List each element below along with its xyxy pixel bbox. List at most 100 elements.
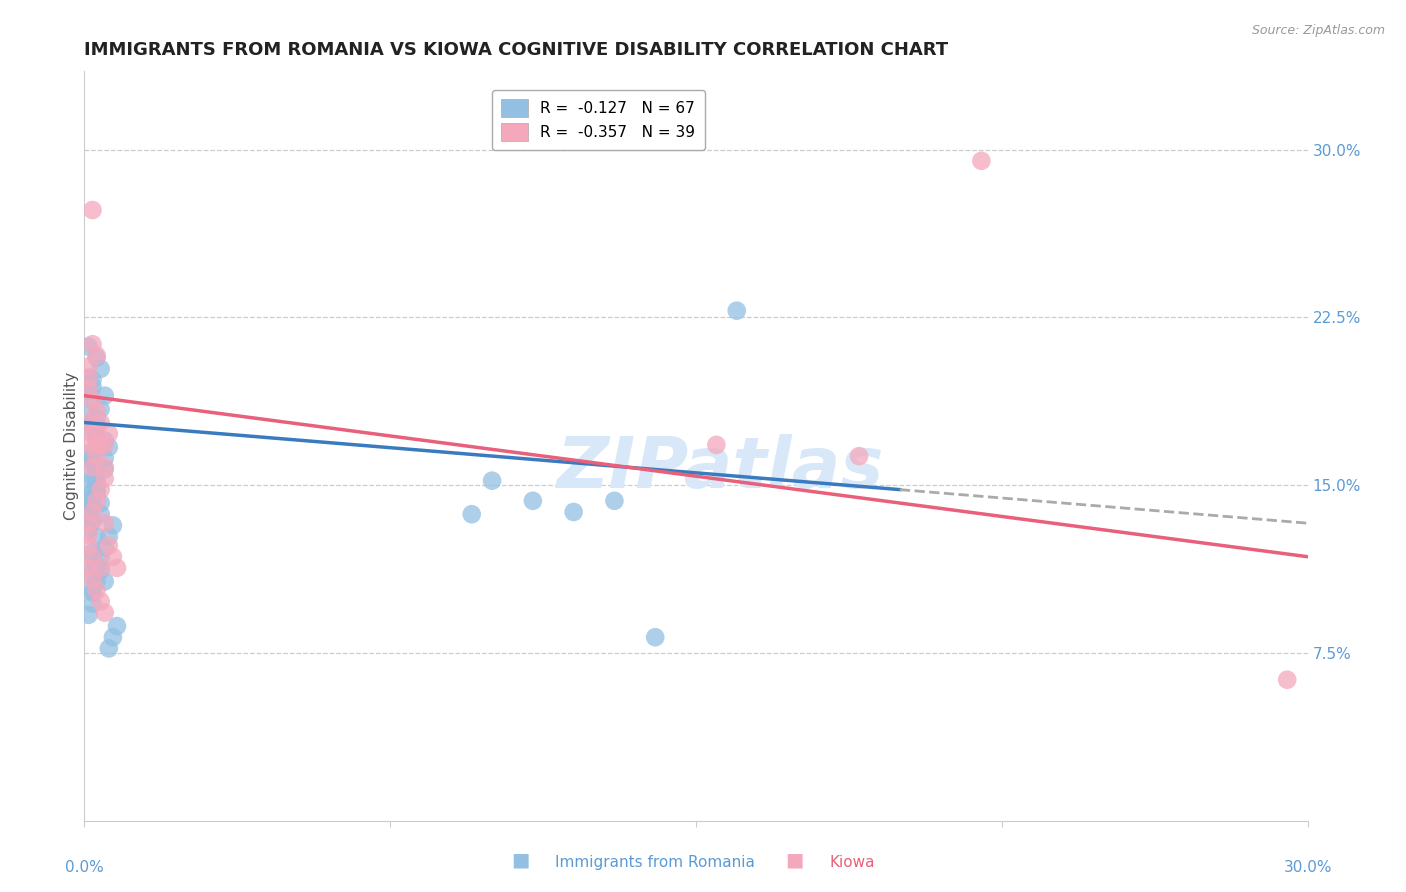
Point	[77, 371, 100, 385]
Point	[86, 474, 108, 488]
Point	[77, 561, 100, 575]
Point	[77, 539, 100, 553]
Legend: R =  -0.127   N = 67, R =  -0.357   N = 39: R = -0.127 N = 67, R = -0.357 N = 39	[492, 90, 704, 150]
Text: IMMIGRANTS FROM ROMANIA VS KIOWA COGNITIVE DISABILITY CORRELATION CHART: IMMIGRANTS FROM ROMANIA VS KIOWA COGNITI…	[84, 41, 949, 59]
Point	[82, 597, 104, 611]
Point	[101, 549, 124, 564]
Point	[848, 449, 870, 463]
Point	[461, 507, 484, 521]
Text: ■: ■	[510, 851, 530, 870]
Point	[97, 426, 120, 441]
Point	[77, 523, 100, 537]
Point	[90, 440, 112, 454]
Point	[90, 507, 112, 521]
Point	[77, 507, 100, 521]
Point	[86, 438, 108, 452]
Point	[86, 348, 108, 362]
Point	[86, 478, 108, 492]
Point	[93, 460, 115, 475]
Point	[86, 351, 108, 365]
Text: ZIPatlas: ZIPatlas	[557, 434, 884, 503]
Point	[77, 407, 100, 421]
Point	[86, 417, 108, 432]
Point	[101, 518, 124, 533]
Point	[90, 483, 112, 497]
Point	[77, 384, 100, 399]
Point	[1277, 673, 1299, 687]
Point	[77, 500, 100, 515]
Point	[603, 493, 626, 508]
Point	[86, 558, 108, 573]
Point	[77, 371, 100, 385]
Point	[82, 552, 104, 566]
Point	[82, 572, 104, 586]
Point	[93, 574, 115, 589]
Point	[90, 402, 112, 417]
Point	[86, 484, 108, 499]
Point	[86, 429, 108, 443]
Point	[97, 641, 120, 656]
Point	[481, 474, 503, 488]
Point	[105, 619, 128, 633]
Point	[86, 411, 108, 425]
Point	[86, 404, 108, 418]
Point	[522, 493, 544, 508]
Point	[82, 416, 104, 430]
Text: Immigrants from Romania: Immigrants from Romania	[555, 855, 755, 870]
Point	[77, 382, 100, 396]
Point	[77, 527, 100, 541]
Point	[97, 530, 120, 544]
Point	[90, 561, 112, 575]
Point	[77, 339, 100, 353]
Point	[77, 447, 100, 461]
Point	[86, 422, 108, 436]
Point	[644, 630, 666, 644]
Point	[77, 451, 100, 466]
Point	[82, 484, 104, 499]
Point	[86, 530, 108, 544]
Point	[105, 561, 128, 575]
Text: 30.0%: 30.0%	[1284, 860, 1331, 874]
Point	[101, 630, 124, 644]
Point	[90, 563, 112, 577]
Point	[93, 462, 115, 476]
Point	[77, 607, 100, 622]
Point	[93, 516, 115, 531]
Point	[82, 456, 104, 470]
Point	[86, 438, 108, 452]
Point	[93, 438, 115, 452]
Point	[77, 359, 100, 374]
Point	[93, 541, 115, 555]
Point	[82, 505, 104, 519]
Point	[82, 425, 104, 439]
Point	[90, 496, 112, 510]
Point	[562, 505, 585, 519]
Point	[77, 438, 100, 452]
Point	[90, 552, 112, 566]
Point	[77, 567, 100, 582]
Point	[82, 373, 104, 387]
Point	[86, 493, 108, 508]
Point	[82, 585, 104, 599]
Point	[82, 484, 104, 499]
Point	[93, 606, 115, 620]
Point	[93, 389, 115, 403]
Point	[82, 393, 104, 408]
Point	[90, 438, 112, 452]
Text: Kiowa: Kiowa	[830, 855, 875, 870]
Point	[90, 361, 112, 376]
Point	[90, 594, 112, 608]
Text: 0.0%: 0.0%	[65, 860, 104, 874]
Text: ■: ■	[785, 851, 804, 870]
Point	[86, 574, 108, 589]
Point	[97, 539, 120, 553]
Point	[82, 469, 104, 483]
Point	[86, 484, 108, 499]
Point	[725, 303, 748, 318]
Point	[82, 583, 104, 598]
Point	[82, 545, 104, 559]
Point	[82, 491, 104, 506]
Point	[82, 514, 104, 528]
Point	[82, 549, 104, 564]
Point	[90, 416, 112, 430]
